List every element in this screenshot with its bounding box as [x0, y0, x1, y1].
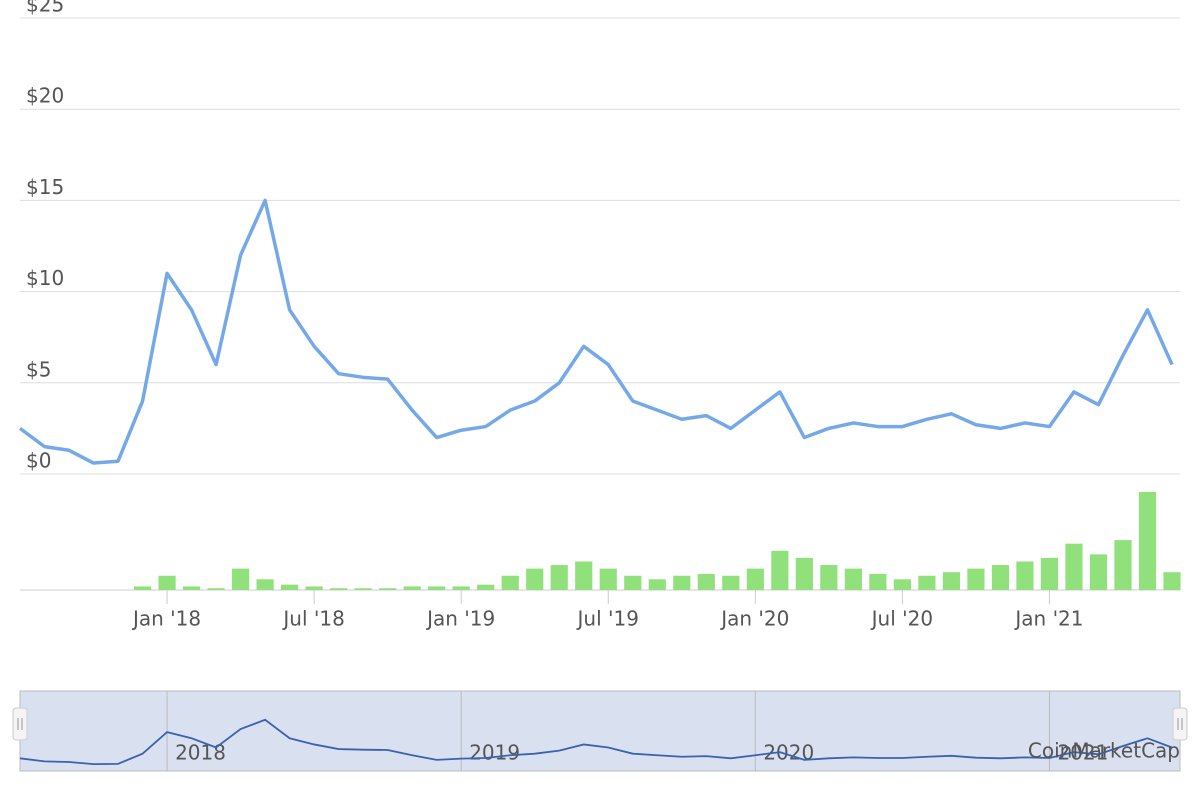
y-tick-label: $15: [26, 175, 64, 199]
volume-bar: [624, 575, 642, 590]
volume-bar: [648, 579, 666, 590]
y-tick-label: $5: [26, 357, 51, 381]
volume-bar: [722, 575, 740, 590]
volume-bar: [1089, 554, 1108, 590]
y-tick-label: $20: [26, 84, 64, 108]
volume-bar: [428, 586, 446, 590]
volume-bar: [330, 588, 348, 590]
navigator-label: 2018: [175, 741, 226, 765]
navigator-line: [19, 718, 1173, 766]
y-tick-label: $0: [26, 449, 51, 473]
x-tick-label: Jul '18: [281, 607, 344, 631]
x-tick-label: Jul '19: [576, 607, 639, 631]
volume-bar: [281, 584, 299, 590]
navigator-label: 2019: [469, 741, 520, 765]
volume-bar: [452, 586, 470, 590]
volume-bar: [893, 579, 911, 590]
navigator-handle[interactable]: [12, 707, 28, 741]
volume-bar: [869, 573, 887, 590]
volume-bar: [526, 568, 544, 590]
volume-bar: [795, 557, 813, 590]
volume-bar: [1114, 540, 1132, 590]
volume-bar: [575, 561, 593, 590]
watermark: CoinMarketCap: [1028, 739, 1180, 763]
x-tick-label: Jan '19: [425, 607, 495, 631]
volume-bar: [942, 572, 960, 590]
x-tick-label: Jan '18: [131, 607, 201, 631]
volume-bar: [1040, 557, 1059, 590]
volume-bar: [1138, 492, 1157, 590]
volume-bar: [1016, 561, 1034, 590]
volume-bar: [379, 588, 397, 590]
volume-bar: [918, 575, 936, 590]
volume-bar: [697, 573, 715, 590]
volume-bar: [746, 568, 764, 590]
volume-bar: [182, 586, 201, 590]
volume-bar: [477, 584, 495, 590]
volume-bar: [207, 588, 225, 590]
y-tick-label: $10: [26, 266, 64, 290]
volume-bar: [673, 575, 691, 590]
volume-bar: [599, 568, 617, 590]
volume-bar: [501, 575, 519, 590]
volume-bar: [820, 565, 838, 590]
volume-bar: [991, 565, 1010, 590]
volume-bar: [232, 568, 250, 590]
volume-bar: [256, 579, 274, 590]
price-line: [18, 198, 1174, 465]
volume-bar: [844, 568, 862, 590]
volume-bar: [1163, 572, 1181, 590]
navigator-handle[interactable]: [1172, 707, 1188, 741]
volume-bar: [967, 568, 985, 590]
x-tick-label: Jan '21: [1013, 607, 1083, 631]
volume-bar: [305, 586, 323, 590]
volume-bar: [354, 588, 372, 590]
x-tick-label: Jan '20: [719, 607, 789, 631]
volume-bar: [158, 575, 176, 590]
volume-bar: [403, 586, 421, 590]
volume-bar: [133, 586, 152, 590]
volume-bar: [771, 550, 789, 590]
volume-bar: [550, 565, 568, 590]
volume-bar: [1065, 543, 1083, 590]
y-tick-label: $25: [26, 0, 64, 17]
x-tick-label: Jul '20: [870, 607, 933, 631]
